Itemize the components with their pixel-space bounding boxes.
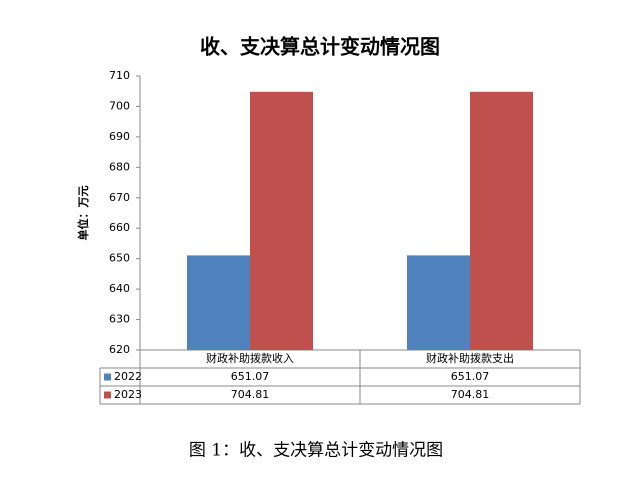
bar [407, 255, 470, 350]
bar [250, 91, 313, 351]
y-tick-label: 700 [109, 99, 130, 112]
caption: 图 1：收、支决算总计变动情况图 [189, 441, 443, 461]
legend-swatch [104, 373, 111, 381]
table-value: 651.07 [231, 370, 270, 383]
legend-label: 2023 [114, 388, 142, 401]
y-tick-label: 710 [109, 69, 130, 82]
y-tick-label: 650 [109, 252, 130, 265]
y-tick-label: 630 [109, 313, 130, 326]
y-axis-label: 单位：万元 [76, 186, 90, 241]
chart-title: 收、支决算总计变动情况图 [200, 35, 440, 59]
table-value: 651.07 [451, 370, 490, 383]
legend-label: 2022 [114, 370, 142, 383]
x-tick-label: 财政补助拨款支出 [426, 351, 514, 365]
table-value: 704.81 [451, 388, 490, 401]
legend-swatch [104, 391, 111, 399]
x-tick-label: 财政补助拨款收入 [206, 351, 294, 365]
y-tick-label: 640 [109, 282, 130, 295]
y-tick-label: 660 [109, 221, 130, 234]
y-tick-label: 620 [109, 343, 130, 356]
y-tick-label: 690 [109, 130, 130, 143]
table-value: 704.81 [231, 388, 270, 401]
bar [470, 91, 533, 351]
bar [187, 255, 250, 350]
y-tick-label: 670 [109, 191, 130, 204]
y-tick-label: 680 [109, 160, 130, 173]
